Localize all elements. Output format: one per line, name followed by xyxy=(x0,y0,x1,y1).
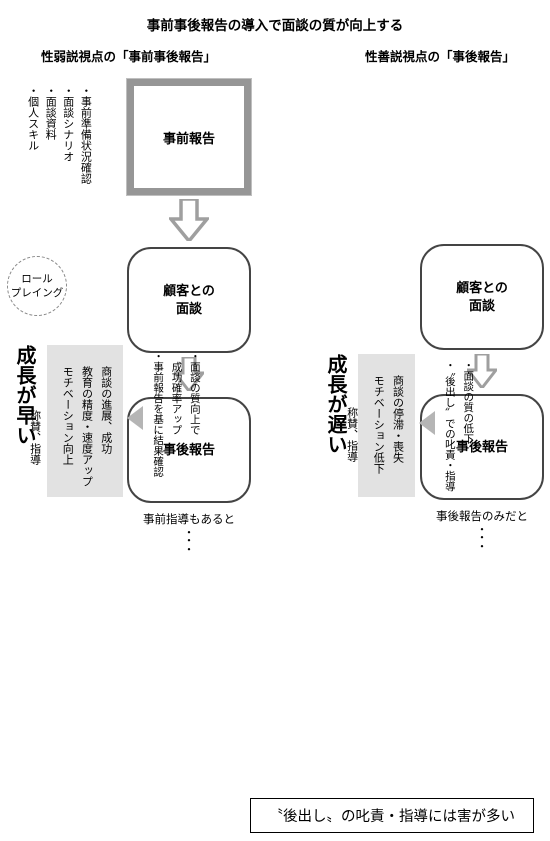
pre-side-labels: ・事前準備状況確認 ・面談シナリオ ・面談資料 ・個人スキル xyxy=(23,85,93,184)
right-subtitle: 性善説視点の「事後報告」 xyxy=(330,46,550,65)
left-column: 性弱説視点の「事前事後報告」 ロールプレイング ・事前準備状況確認 ・面談シナリ… xyxy=(0,34,275,559)
roleplay-circle: ロールプレイング xyxy=(7,256,67,316)
right-outcome-box: 商談の停滞・喪失 モチベーション低下 xyxy=(358,354,415,497)
left-below-text: 事前指導もあると xyxy=(127,511,251,527)
left-outcome-box: 商談の進展、成功 教育の精度・速度アップ モチベーション向上 xyxy=(47,345,123,497)
right-reasons: ・面談の質の低下 ・〝後出し〟での叱責・指導 xyxy=(441,354,478,497)
left-subtitle: 性弱説視点の「事前事後報告」 xyxy=(0,46,275,65)
pre-report-box: 事前報告 xyxy=(127,79,251,195)
right-below-text: 事後報告のみだと xyxy=(420,508,544,524)
right-outcome-items: 商談の停滞・喪失 モチベーション低下 xyxy=(368,364,407,487)
dots-icon: ・・・ xyxy=(420,526,544,551)
meeting-box: 顧客との面談 xyxy=(127,247,251,353)
growth-slow-label: 成長が遅い xyxy=(321,354,350,497)
right-outcome: 成長が遅い 商談の停滞・喪失 モチベーション低下 ・面談の質の低下 ・〝後出し〟… xyxy=(321,354,477,497)
left-outcome: 成長が早い 商談の進展、成功 教育の精度・速度アップ モチベーション向上 ・面談… xyxy=(10,345,204,497)
triangle-left-icon xyxy=(419,411,435,440)
dots-icon: ・・・ xyxy=(127,529,251,554)
meeting-box: 顧客との面談 xyxy=(420,244,544,350)
footer-callout: 〝後出し〟の叱責・指導には害が多い xyxy=(250,798,535,833)
columns: 性弱説視点の「事前事後報告」 ロールプレイング ・事前準備状況確認 ・面談シナリ… xyxy=(0,34,550,559)
left-outcome-items: 商談の進展、成功 教育の精度・速度アップ モチベーション向上 xyxy=(57,355,115,487)
triangle-left-icon xyxy=(127,406,143,435)
growth-fast-label: 成長が早い xyxy=(10,345,39,497)
page-title: 事前事後報告の導入で面談の質が向上する xyxy=(0,0,550,34)
arrow-down-icon xyxy=(127,199,251,241)
right-column: 性善説視点の「事後報告」 顧客との面談 ・面談の結果確認 ・結果に基づく 称賛、… xyxy=(275,34,550,559)
left-reasons: ・面談の質向上で 成功確率アップ ・事前報告を基に結果確認 xyxy=(149,345,204,497)
